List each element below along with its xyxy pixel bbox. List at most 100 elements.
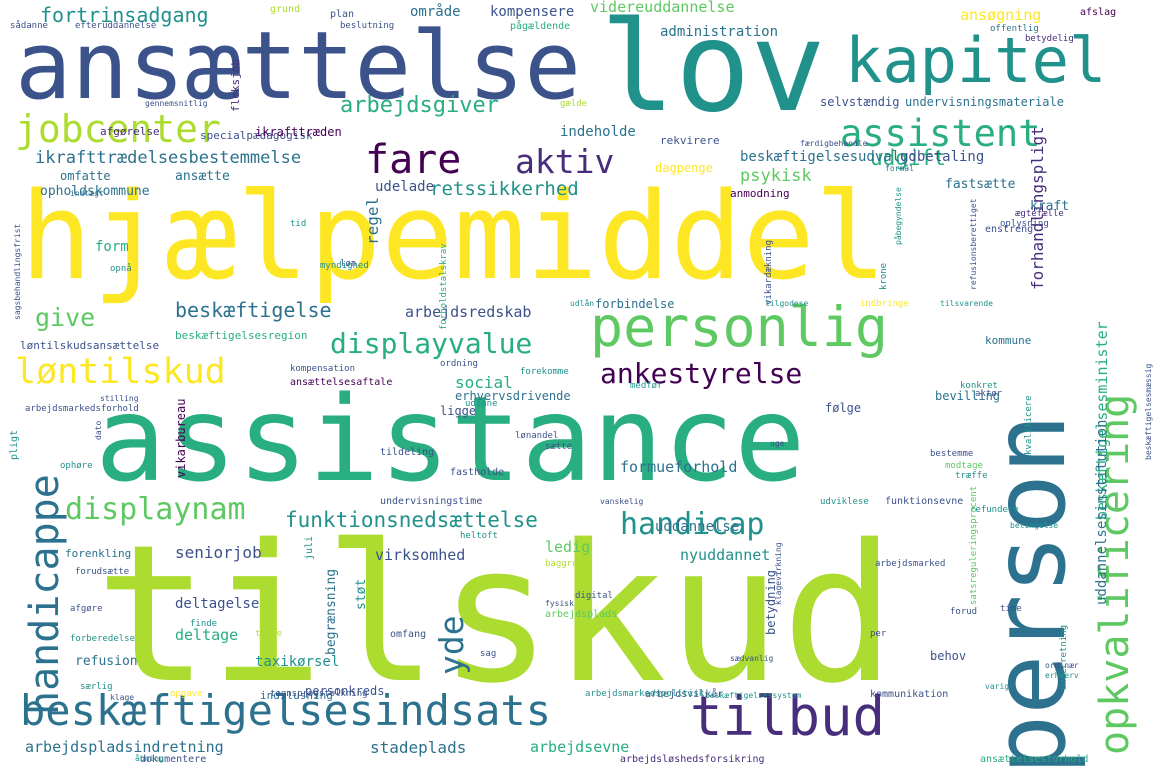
word: opnå (110, 264, 132, 274)
word: erhverv (1045, 671, 1079, 680)
word: digital (575, 591, 613, 601)
word: beskæftigelsesudvalg (740, 149, 909, 165)
word: lov (600, 0, 826, 140)
word: refusion (75, 654, 138, 669)
word: afslag (1080, 7, 1117, 18)
word: ansættelsesaftale (290, 377, 393, 388)
word: handicappe (22, 474, 68, 715)
word: selvstændig (820, 95, 900, 109)
word: specialpædagogisk (200, 129, 313, 142)
word: beskæftigelsessystem (705, 691, 802, 700)
word: åbning (135, 754, 164, 763)
word: ansættelse (15, 12, 581, 121)
word: tilsvarende (940, 299, 993, 308)
word: varig (985, 682, 1010, 691)
word: forberedelse (70, 634, 136, 644)
word: taxikørsel (255, 654, 340, 670)
word: kvalificere (1024, 395, 1034, 455)
word: ansættelsesforhold (980, 754, 1089, 765)
word: forekomme (520, 367, 569, 377)
word: løn (340, 259, 357, 269)
word: juli (304, 535, 315, 560)
word: tilgodese (765, 299, 809, 308)
word: funktionsnedsættelse (285, 508, 538, 532)
word: formål (885, 164, 914, 173)
word: indslusning (260, 689, 333, 702)
word: arbejdsmarked (875, 559, 946, 569)
word: hjælpemiddel (20, 168, 887, 307)
word: kommunikation (870, 689, 949, 700)
word: ikrafttræden (255, 125, 342, 139)
word: tilbud (690, 685, 886, 748)
word: afgørelse (100, 125, 160, 138)
word: betydelig (1025, 34, 1074, 44)
word: displaynam (65, 492, 246, 527)
word: medfør (630, 381, 663, 391)
word: kraft (1030, 199, 1070, 214)
word: retssikkerhed (430, 178, 579, 200)
word: omfang (390, 629, 427, 640)
word: undervisningstime (380, 496, 483, 507)
word: opgave (170, 689, 203, 699)
word: finde (190, 619, 218, 629)
word: indtægt (70, 189, 104, 198)
word: plan (330, 9, 355, 20)
word: formueforhold (620, 458, 738, 476)
word: refusionsberettiget (969, 198, 978, 290)
word: færdigbehandle (800, 139, 868, 148)
word: stadeplads (370, 738, 467, 757)
word: give (35, 303, 96, 332)
word: sædvanlig (730, 654, 774, 663)
word: stilling (100, 394, 139, 403)
word: anmodning (730, 187, 790, 200)
word: time (1000, 604, 1022, 614)
word: deltagelse (175, 596, 260, 612)
word: funktionsevne (885, 496, 964, 507)
word: ikrafttrædelsesbestemmelse (35, 148, 302, 168)
word: uddannelse (655, 519, 740, 535)
word: indbringe (860, 299, 909, 309)
word: konkret (960, 381, 998, 391)
word: vikarbureau (174, 398, 188, 478)
word: gennemsnitlig (145, 99, 208, 108)
word: fastholde (450, 467, 505, 478)
word: træffe (955, 471, 988, 481)
word: ansøgning (960, 6, 1042, 24)
word: forenkling (65, 547, 132, 560)
word: følge (825, 401, 862, 415)
word: behov (930, 649, 967, 663)
word: tegnsprogstolkning (270, 689, 368, 699)
word: indeholde (560, 124, 636, 140)
word: gælde (560, 99, 588, 109)
word: udgift (870, 146, 946, 170)
word: beskæftigelsesmæssig (1144, 363, 1153, 460)
word: efteruddannelse (75, 21, 157, 31)
word: kapitel (845, 24, 1107, 97)
word: udviklesе (820, 497, 869, 507)
word: vikardækning (764, 239, 774, 305)
word: forud (950, 607, 978, 617)
word: klagevirkning (774, 542, 783, 605)
word: heltoft (460, 531, 498, 541)
word: displayvalue (330, 327, 533, 360)
word: ophøre (60, 461, 93, 471)
word: psykisk (740, 166, 812, 186)
word: dokumentere (140, 754, 207, 765)
word: arbejdsplads (545, 609, 618, 620)
word: ansætte (175, 169, 230, 184)
word: baggrund (545, 559, 589, 569)
word: videreuddannelse (590, 0, 735, 16)
word: uddannelsesinstitution (1094, 419, 1110, 605)
word: ordinær (1045, 661, 1079, 670)
word: uge (770, 439, 785, 448)
word: udlån (570, 299, 595, 308)
word: virksomhed (375, 546, 466, 564)
word: løntilskud (15, 352, 226, 392)
word: grund (270, 4, 301, 15)
word: handicap (620, 507, 765, 542)
word: enstreng (985, 224, 1034, 235)
word: fortrinsadgang (40, 3, 209, 27)
word: udelade (375, 179, 435, 195)
word: vanskelig (600, 497, 644, 506)
